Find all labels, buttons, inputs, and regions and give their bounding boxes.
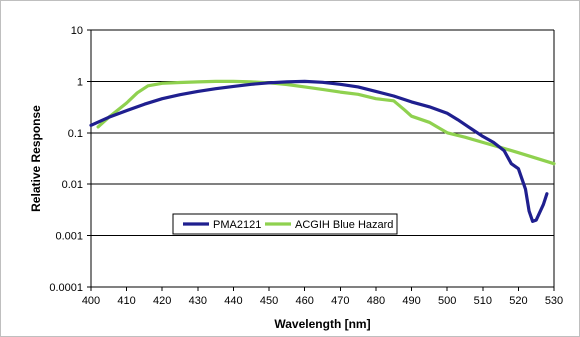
x-tick-label: 530: [545, 295, 563, 307]
x-tick-label: 510: [474, 295, 492, 307]
legend-label: PMA2121: [213, 219, 261, 231]
x-tick-label: 440: [224, 295, 242, 307]
series-line-pma2121: [89, 79, 549, 223]
series-line-acgih-blue-hazard: [96, 79, 556, 166]
x-tick-label: 490: [402, 295, 420, 307]
x-tick-label: 520: [509, 295, 527, 307]
x-tick-label: 460: [296, 295, 314, 307]
x-tick-label: 400: [82, 295, 100, 307]
y-axis-title: Relative Response: [29, 105, 43, 212]
x-tick-label: 410: [117, 295, 135, 307]
x-tick-label: 480: [367, 295, 385, 307]
x-tick-label: 430: [189, 295, 207, 307]
x-axis-title: Wavelength [nm]: [274, 317, 370, 331]
legend-label: ACGIH Blue Hazard: [295, 219, 393, 231]
y-tick-label: 0.01: [62, 179, 83, 191]
x-tick-label: 420: [153, 295, 171, 307]
y-tick-label: 0.001: [55, 231, 83, 243]
y-tick-label: 0.0001: [49, 282, 83, 294]
y-tick-label: 0.1: [68, 128, 83, 140]
y-tick-label: 1: [77, 76, 83, 88]
x-tick-label: 450: [260, 295, 278, 307]
x-tick-label: 470: [331, 295, 349, 307]
y-tick-label: 10: [71, 25, 83, 37]
x-tick-label: 500: [438, 295, 456, 307]
